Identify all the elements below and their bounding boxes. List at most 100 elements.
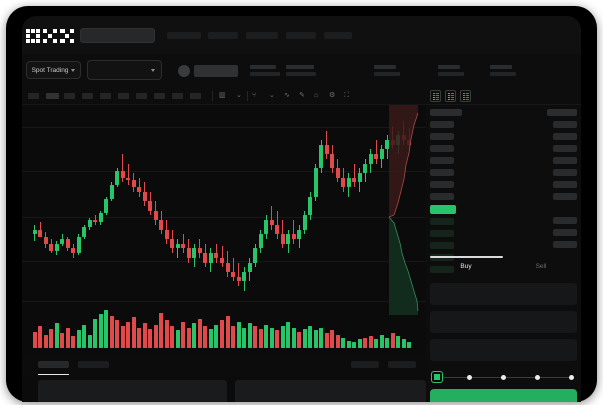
volume-bar	[385, 337, 390, 348]
volume-bar	[142, 323, 147, 348]
orderbook-bid-row[interactable]	[430, 242, 454, 249]
orderbook-row-right[interactable]	[553, 157, 577, 164]
orderbook-row-right[interactable]	[553, 241, 577, 248]
orderbook-ask-row[interactable]	[430, 193, 454, 200]
pencil-icon[interactable]: ✎	[299, 92, 305, 99]
slider-handle[interactable]	[432, 372, 442, 382]
magnet-icon[interactable]: ⌂	[314, 92, 319, 99]
orderbook-row-right[interactable]	[553, 145, 577, 152]
orderbook-bid-row[interactable]	[430, 266, 454, 273]
candle-body	[203, 253, 208, 263]
orderbook-ask-row[interactable]	[430, 157, 454, 164]
tab-sell[interactable]: Sell	[535, 263, 547, 270]
device-screen: Spot Trading	[22, 16, 581, 402]
volume-bar	[76, 330, 81, 348]
market-type-button[interactable]: Spot Trading	[26, 61, 81, 79]
stat-block-1	[250, 65, 280, 76]
submit-order-button[interactable]	[430, 389, 577, 402]
timeframe-button-9[interactable]	[172, 93, 183, 99]
chevron-down-icon	[71, 68, 76, 72]
timeframe-button-4[interactable]	[82, 93, 93, 99]
bottom-panel-left[interactable]	[38, 380, 227, 402]
tab-buy[interactable]: Buy	[460, 263, 472, 270]
order-total-field[interactable]	[430, 339, 577, 361]
orderbook-row-right[interactable]	[553, 169, 577, 176]
volume-bar	[401, 339, 406, 348]
candle-body	[32, 229, 37, 235]
orderbook-ask-row[interactable]	[430, 133, 454, 140]
pair-select[interactable]	[87, 60, 162, 80]
fullscreen-icon[interactable]: ⛶	[344, 92, 349, 99]
candle-wick	[238, 262, 240, 287]
orderbook-header	[426, 87, 581, 105]
candle-body	[87, 220, 92, 228]
tab-action-2[interactable]	[388, 361, 416, 368]
amount-slider[interactable]	[432, 372, 575, 382]
nav-item-4[interactable]	[286, 32, 316, 39]
orderbook-row-right[interactable]	[553, 133, 577, 140]
nav-item-2[interactable]	[208, 32, 238, 39]
orderbook-row-right[interactable]	[553, 121, 577, 128]
line-tool-icon[interactable]: ∿	[284, 92, 290, 99]
tab-open-orders[interactable]	[38, 361, 69, 368]
volume-bar	[115, 320, 120, 348]
chart-type-chevron-icon[interactable]: ⌄	[236, 92, 242, 99]
candle-body	[159, 220, 164, 230]
slider-stop-4[interactable]	[535, 374, 540, 380]
settings-icon[interactable]: ⚙	[329, 92, 336, 99]
orderbook-row-right[interactable]	[553, 181, 577, 188]
indicator-icon[interactable]: ⑂	[252, 92, 257, 99]
orderbook-ask-row[interactable]	[430, 169, 454, 176]
orderbook-row-right[interactable]	[553, 229, 577, 236]
orderbook-body[interactable]	[426, 105, 581, 273]
candle-body	[385, 140, 390, 150]
candle-body	[164, 229, 169, 239]
candle-wick	[122, 154, 124, 183]
depth-both-icon[interactable]	[430, 90, 441, 102]
order-price-field[interactable]	[430, 283, 577, 305]
timeframe-button-1[interactable]	[28, 93, 39, 99]
slider-stop-3[interactable]	[501, 374, 506, 380]
timeframe-button-8[interactable]	[154, 93, 165, 99]
candle-body	[379, 149, 384, 159]
volume-bar	[137, 327, 142, 348]
orderbook-bid-row[interactable]	[430, 254, 454, 261]
orderbook-ask-row[interactable]	[430, 181, 454, 188]
depth-asks-icon[interactable]	[460, 90, 471, 102]
pair-name	[194, 65, 238, 77]
orderbook-ask-row[interactable]	[430, 121, 454, 128]
orderbook-ask-row[interactable]	[430, 145, 454, 152]
candle-body	[214, 253, 219, 258]
timeframe-button-5[interactable]	[100, 93, 111, 99]
volume-bar	[197, 318, 202, 348]
volume-bar	[98, 314, 103, 348]
orderbook-bid-row[interactable]	[430, 230, 454, 237]
slider-stop-2[interactable]	[467, 374, 472, 380]
nav-item-1[interactable]	[167, 32, 201, 39]
tab-order-history[interactable]	[78, 361, 109, 368]
order-amount-field[interactable]	[430, 311, 577, 333]
depth-bids-icon[interactable]	[445, 90, 456, 102]
nav-item-3[interactable]	[246, 32, 278, 39]
candle-wick	[375, 140, 377, 164]
candle-body	[374, 154, 379, 159]
timeframe-button-3[interactable]	[64, 93, 75, 99]
okx-logo[interactable]	[26, 29, 75, 43]
orderbook-bid-row[interactable]	[430, 218, 454, 225]
slider-stop-5[interactable]	[569, 374, 574, 380]
timeframe-button-2[interactable]	[46, 93, 59, 99]
orderbook-row-right[interactable]	[553, 193, 577, 200]
timeframe-button-6[interactable]	[118, 93, 129, 99]
orderbook-row-right[interactable]	[553, 217, 577, 224]
price-chart[interactable]	[22, 105, 426, 355]
avatar	[178, 65, 190, 77]
nav-item-5[interactable]	[324, 32, 352, 39]
tab-action-1[interactable]	[351, 361, 379, 368]
timeframe-button-7[interactable]	[136, 93, 147, 99]
candle-body	[302, 215, 307, 230]
indicator-chevron-icon[interactable]: ⌄	[269, 92, 275, 99]
timeframe-button-10[interactable]	[190, 93, 201, 99]
candlestick-chart-icon[interactable]: ▥	[219, 92, 226, 99]
search-input[interactable]	[80, 28, 155, 43]
bottom-panel-right[interactable]	[235, 380, 426, 402]
